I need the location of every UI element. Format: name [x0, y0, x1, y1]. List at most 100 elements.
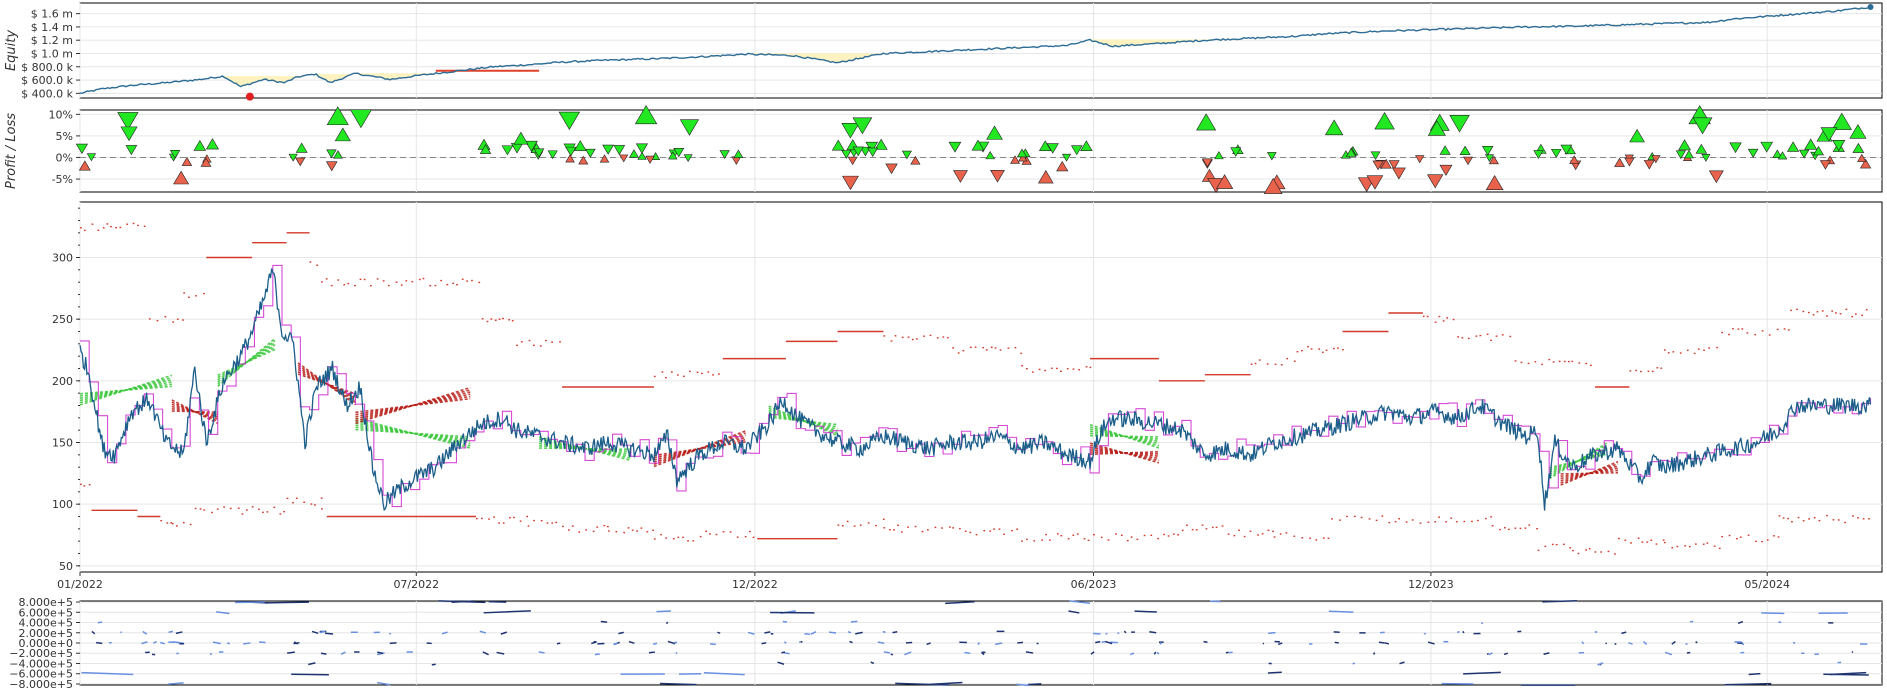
volume-mark — [168, 682, 184, 685]
volume-mark — [1334, 641, 1339, 644]
volume-mark — [160, 641, 165, 645]
volume-mark — [95, 641, 103, 645]
volume-mark — [1268, 631, 1276, 635]
volume-mark — [152, 640, 158, 644]
losing-trade-line — [171, 399, 219, 425]
trade-marker — [1439, 164, 1453, 176]
trade-marker — [1449, 115, 1470, 133]
volume-mark — [168, 630, 174, 633]
volume-mark — [1328, 610, 1354, 613]
trade-marker — [173, 170, 190, 185]
trade-marker — [558, 111, 581, 131]
trade-marker — [1484, 154, 1494, 163]
volume-mark — [488, 600, 507, 603]
losing-trade-line — [171, 405, 218, 418]
volume-mark — [1352, 662, 1356, 665]
volume-mark — [389, 632, 392, 635]
winning-trade-line — [217, 344, 276, 381]
max-drawdown-marker — [245, 92, 254, 101]
y-tick-label: 300 — [52, 252, 73, 265]
y-tick-label: 4.000e+5 — [19, 617, 73, 630]
trade-marker — [985, 151, 995, 160]
trade-marker — [1263, 177, 1283, 194]
winning-trade-line — [355, 424, 471, 443]
trade-marker — [1849, 124, 1867, 139]
volume-mark — [847, 631, 852, 634]
volume-panel: 8.000e+56.000e+54.000e+52.000e+50.000e+0… — [9, 596, 1883, 689]
trade-marker — [1550, 148, 1562, 158]
winning-trade-line — [1089, 430, 1160, 443]
y-axis-label: Equity — [4, 30, 19, 71]
volume-mark — [665, 621, 669, 625]
volume-mark — [1027, 683, 1042, 686]
volume-mark — [483, 610, 531, 614]
volume-mark — [1228, 651, 1233, 654]
trade-marker — [1370, 151, 1381, 160]
trade-marker — [1820, 127, 1838, 142]
losing-trade-line — [355, 397, 471, 414]
volume-mark — [319, 630, 326, 634]
volume-mark — [964, 651, 971, 655]
trade-marker — [1463, 156, 1473, 166]
volume-mark — [761, 642, 767, 645]
volume-mark — [142, 630, 148, 635]
volume-mark — [849, 640, 853, 644]
trade-marker — [679, 119, 700, 136]
losing-trade-line — [297, 366, 356, 402]
x-tick-label: 12/2023 — [1408, 578, 1454, 591]
y-tick-label: $ 1.2 m — [31, 34, 73, 47]
volume-mark — [1153, 651, 1157, 655]
volume-mark — [764, 631, 771, 634]
trade-marker — [948, 141, 962, 153]
volume-mark — [1225, 651, 1229, 654]
trade-marker — [1488, 155, 1499, 165]
volume-mark — [1380, 631, 1385, 634]
trade-marker — [859, 146, 872, 157]
volume-mark — [1016, 683, 1030, 687]
trade-marker — [1832, 140, 1846, 152]
volume-mark — [1017, 641, 1024, 644]
winning-trade-line — [79, 385, 172, 395]
trade-marker — [1701, 154, 1711, 162]
volume-mark — [783, 641, 787, 644]
trade-marker — [1070, 145, 1083, 156]
volume-mark — [1481, 622, 1484, 625]
volume-mark — [591, 641, 597, 645]
trade-marker — [1056, 160, 1069, 172]
trade-marker — [841, 123, 860, 139]
volume-mark — [594, 653, 600, 656]
y-tick-label: 10% — [49, 108, 73, 121]
panel-frame — [79, 201, 1883, 573]
trade-marker — [733, 149, 744, 159]
volume-mark — [1748, 672, 1761, 676]
winning-trade-line — [1089, 432, 1159, 440]
trade-marker — [125, 145, 138, 156]
volume-mark — [1488, 652, 1493, 656]
losing-trade-line — [297, 362, 356, 406]
volume-mark — [1267, 671, 1282, 674]
volume-mark — [1581, 641, 1585, 645]
volume-mark — [892, 630, 898, 634]
volume-mark — [1378, 641, 1385, 644]
volume-mark — [777, 661, 785, 665]
trade-marker — [1037, 169, 1054, 184]
trade-marker — [1684, 149, 1694, 159]
trade-marker — [524, 140, 538, 152]
volume-mark — [781, 651, 786, 654]
volume-mark — [890, 653, 894, 656]
volume-mark — [648, 651, 656, 654]
trade-marker — [1230, 147, 1242, 157]
volume-mark — [1399, 661, 1405, 665]
volume-mark — [1695, 641, 1698, 644]
trade-marker — [635, 143, 649, 154]
volume-mark — [1462, 630, 1465, 634]
volume-mark — [977, 642, 981, 645]
volume-mark — [175, 631, 183, 635]
losing-trade-line — [653, 441, 746, 457]
winning-trade-line — [768, 416, 838, 426]
x-tick-label: 07/2022 — [393, 578, 439, 591]
losing-trade-line — [1089, 446, 1160, 460]
losing-trade-line — [297, 364, 356, 404]
losing-trade-line — [1089, 442, 1160, 464]
price-panel: 50 100 150 200 250 300 01/2022 07/2022 12/2022 06… — [52, 201, 1883, 591]
